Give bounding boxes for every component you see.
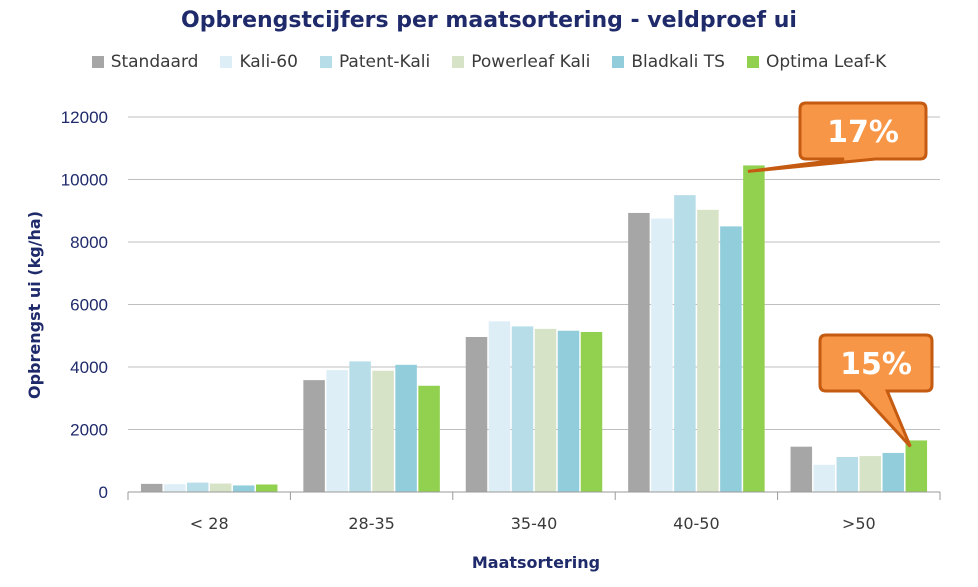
callouts: 17% 15% [747, 101, 934, 448]
bar [163, 484, 186, 492]
callout-label: 15% [840, 347, 912, 382]
x-axis-categories: < 28 28-35 35-40 40-50 >50 [190, 514, 876, 533]
y-tick-label: 12000 [61, 108, 108, 127]
bar [790, 446, 813, 492]
bar [303, 380, 325, 492]
bar [905, 440, 928, 492]
bar [209, 483, 232, 492]
bar [326, 370, 348, 492]
legend-item: Standaard [91, 52, 199, 72]
callout-shape [747, 101, 928, 173]
legend-label: Standaard [110, 52, 199, 72]
callout: 15% [818, 333, 934, 448]
x-tick-label: 28-35 [348, 514, 395, 533]
bar [674, 195, 696, 492]
legend: Standaard Kali-60 Patent-Kali Powerleaf Kal… [0, 52, 978, 72]
legend-item: Patent-Kali [319, 52, 431, 72]
legend-item: Bladkali TS [612, 52, 725, 72]
legend-label: Bladkali TS [631, 52, 725, 72]
y-tick-label: 4000 [70, 358, 108, 377]
gridlines [128, 116, 940, 430]
legend-item: Kali-60 [220, 52, 298, 72]
bars [140, 165, 928, 492]
bar [349, 361, 371, 492]
legend-label: Powerleaf Kali [471, 52, 591, 72]
bar [580, 332, 603, 492]
bar [743, 165, 765, 492]
bar [651, 218, 673, 492]
y-tick-label: 2000 [70, 421, 108, 440]
bar [882, 452, 905, 492]
bar [255, 484, 278, 492]
y-axis-title: Opbrengst ui (kg/ha) [25, 211, 44, 399]
bar [813, 464, 836, 492]
callout: 17% [747, 101, 928, 173]
x-tick-label: >50 [842, 514, 876, 533]
legend-swatch [452, 56, 465, 68]
legend-label: Optima Leaf-K [765, 52, 887, 72]
x-axis-title: Maatsortering [472, 553, 600, 572]
legend-swatch [220, 56, 233, 68]
bar [836, 457, 859, 492]
x-axis [127, 491, 941, 500]
bar [465, 337, 488, 492]
bar [232, 485, 255, 492]
y-tick-label: 0 [99, 483, 108, 502]
bar [511, 326, 534, 492]
legend-swatch [612, 56, 625, 68]
bar [697, 209, 719, 492]
bar [488, 321, 511, 492]
bar [418, 385, 440, 492]
y-tick-label: 6000 [70, 296, 108, 315]
bar [859, 456, 882, 492]
chart-title: Opbrengstcijfers per maatsortering - vel… [181, 8, 797, 33]
y-tick-label: 10000 [61, 171, 108, 190]
bar [186, 482, 209, 492]
y-axis-ticks: 0 2000 4000 6000 8000 10000 12000 [61, 108, 108, 502]
x-tick-label: 35-40 [511, 514, 558, 533]
callout-shape [818, 333, 934, 448]
bar [557, 330, 580, 492]
legend-item: Powerleaf Kali [452, 52, 590, 72]
bar [720, 226, 742, 492]
x-tick-label: < 28 [190, 514, 229, 533]
legend-swatch [91, 56, 104, 68]
legend-item: Optima Leaf-K [746, 52, 887, 72]
x-tick-label: 40-50 [673, 514, 720, 533]
bar [140, 483, 163, 492]
y-tick-label: 8000 [70, 233, 108, 252]
legend-label: Patent-Kali [338, 52, 431, 72]
legend-swatch [746, 56, 759, 68]
bar [534, 328, 557, 492]
bar [395, 364, 417, 492]
bar [628, 212, 650, 492]
callout-label: 17% [827, 115, 899, 150]
legend-label: Kali-60 [239, 52, 298, 72]
legend-swatch [319, 56, 332, 68]
bar [372, 370, 394, 492]
